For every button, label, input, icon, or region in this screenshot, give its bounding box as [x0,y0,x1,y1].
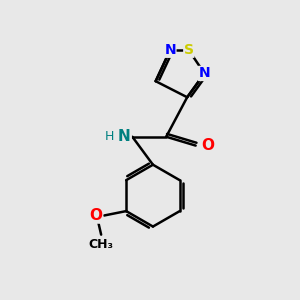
Text: N: N [199,66,210,80]
Text: O: O [201,138,214,153]
Text: N: N [164,43,176,57]
Text: CH₃: CH₃ [88,238,114,250]
Text: O: O [90,208,103,223]
Text: H: H [105,130,114,143]
Text: N: N [118,129,131,144]
Text: S: S [184,43,194,57]
